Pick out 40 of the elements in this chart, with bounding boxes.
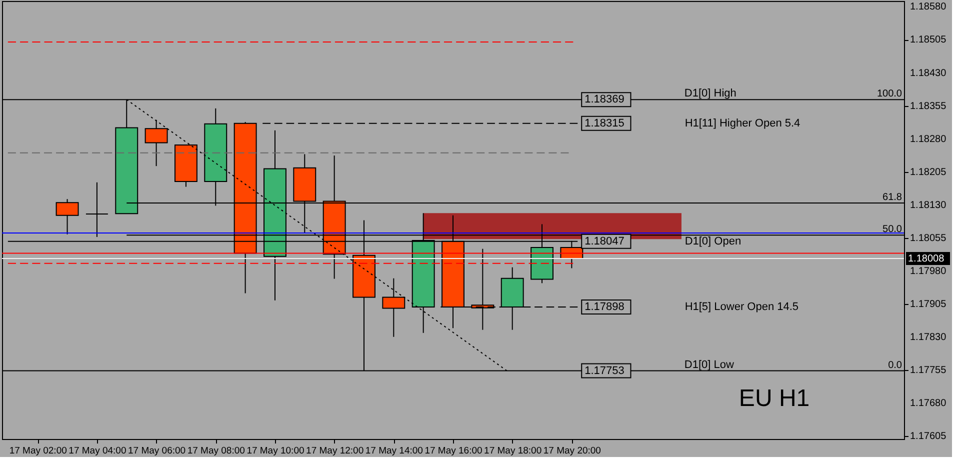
y-tick-label: 1.18055: [910, 232, 947, 244]
x-tick-label: 17 May 06:00: [128, 446, 186, 456]
x-tick-label: 17 May 16:00: [424, 446, 482, 456]
annotation: 1.18315: [584, 117, 624, 130]
y-tick-label: 1.18580: [910, 2, 947, 13]
annotation: 1.18369: [584, 94, 624, 106]
annotation: 1.17753: [584, 364, 624, 377]
annotation: H1[5] Lower Open 14.5: [684, 300, 799, 313]
y-tick-label: 1.18505: [910, 34, 947, 46]
annotation: 1.17898: [584, 300, 624, 313]
annotation: 61.8: [882, 192, 902, 204]
y-tick-label: 1.17905: [910, 298, 947, 310]
x-tick-label: 17 May 14:00: [365, 446, 423, 456]
ref-line-label: 1.18008: [908, 254, 945, 265]
annotation: 0.0: [888, 360, 902, 371]
annotation: 100.0: [876, 88, 902, 100]
x-tick-label: 17 May 10:00: [246, 446, 304, 456]
x-tick-label: 17 May 20:00: [543, 446, 601, 456]
x-tick-label: 17 May 02:00: [9, 446, 67, 456]
y-tick-label: 1.18205: [910, 166, 947, 178]
annotation: D1[0] High: [684, 88, 736, 100]
annotation: EU H1: [738, 385, 810, 412]
y-tick-label: 1.18355: [910, 100, 947, 112]
y-tick-label: 1.17755: [910, 364, 947, 376]
y-tick-label: 1.18130: [910, 200, 947, 211]
y-tick-label: 1.17680: [910, 398, 947, 409]
x-tick-label: 17 May 04:00: [68, 446, 126, 456]
y-tick-label: 1.17980: [910, 266, 947, 277]
annotation: D1[0] Open: [684, 235, 742, 248]
annotation: H1[11] Higher Open 5.4: [684, 117, 800, 130]
y-tick-label: 1.18430: [910, 68, 947, 79]
y-tick-label: 1.17605: [910, 430, 947, 442]
y-tick-label: 1.18280: [910, 134, 947, 145]
y-tick-label: 1.17830: [910, 332, 947, 343]
x-tick-label: 17 May 08:00: [187, 446, 245, 456]
x-tick-label: 17 May 12:00: [306, 446, 364, 456]
annotation: D1[0] Low: [684, 358, 734, 371]
annotation: 1.18047: [584, 235, 624, 248]
annotation: 50.0: [882, 224, 902, 236]
x-tick-label: 17 May 18:00: [484, 446, 542, 456]
